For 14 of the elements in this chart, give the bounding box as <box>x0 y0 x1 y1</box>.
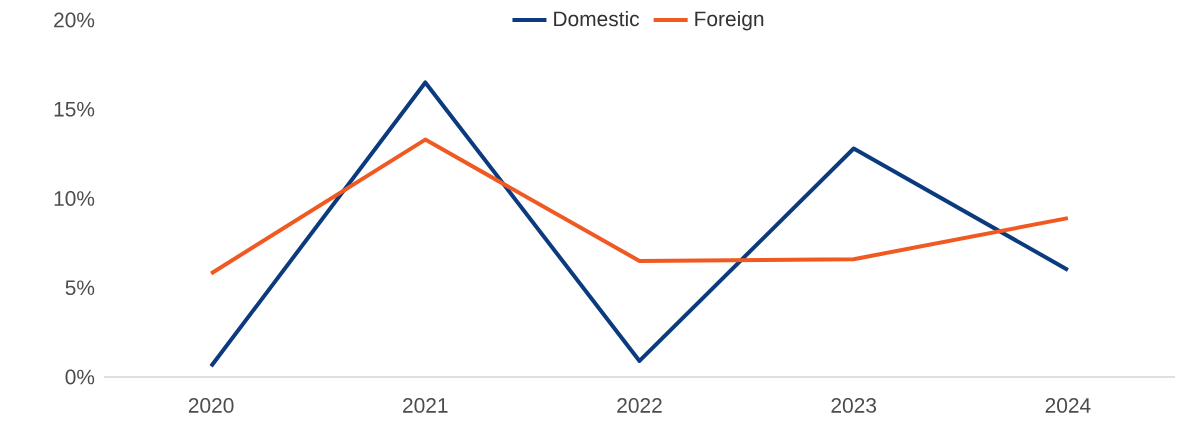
y-tick-label: 10% <box>54 191 95 206</box>
y-tick-label: 0% <box>65 369 95 385</box>
legend-label: Domestic <box>554 10 640 27</box>
x-tick-label: 2024 <box>1045 398 1091 413</box>
y-tick-label: 20% <box>54 12 95 28</box>
x-tick-label: 2022 <box>617 398 662 413</box>
y-tick-label: 5% <box>65 280 95 296</box>
x-tick-label: 2023 <box>831 398 877 413</box>
x-tick-label: 2021 <box>403 398 448 413</box>
x-tick-label: 2020 <box>188 398 234 413</box>
y-tick-label: 15% <box>54 101 95 117</box>
line-series <box>209 80 1070 369</box>
legend-label: Foreign <box>695 10 764 31</box>
line-series <box>209 137 1070 276</box>
